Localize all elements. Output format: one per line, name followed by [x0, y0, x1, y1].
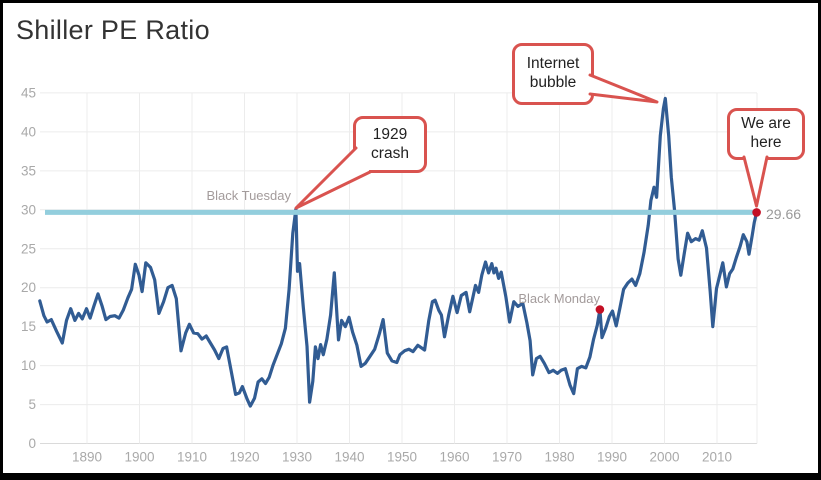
x-tick-label: 1920 [229, 450, 259, 465]
callout-we-are-here-text: We are here [741, 115, 791, 151]
x-tick-label: 1970 [492, 450, 522, 465]
shiller-pe-line-chart: 0 5 10 15 20 25 30 35 40 45 1890 1900 1910 1920 1930 19… [21, 85, 759, 465]
page-title: Shiller PE Ratio [16, 15, 210, 45]
x-tick-label: 1930 [282, 450, 312, 465]
x-tick-label: 1910 [177, 450, 207, 465]
x-tick-label: 2000 [649, 450, 679, 465]
callout-internet-bubble: Internet bubble [512, 43, 594, 105]
black-tuesday-label: Black Tuesday [206, 188, 291, 203]
current-value-label: 29.66 [766, 206, 802, 222]
y-tick-label: 15 [21, 319, 36, 334]
black-monday-dot [595, 305, 605, 314]
y-tick-label: 20 [21, 280, 36, 295]
x-tick-label: 1940 [334, 450, 364, 465]
y-tick-label: 25 [21, 241, 36, 256]
x-tick-label: 1890 [72, 450, 102, 465]
x-tick-label: 1900 [124, 450, 154, 465]
y-tick-label: 40 [21, 124, 36, 139]
y-tick-label: 0 [28, 436, 36, 451]
y-tick-label: 45 [21, 85, 36, 100]
y-tick-label: 5 [28, 397, 36, 412]
callout-1929-crash: 1929 crash [353, 116, 427, 173]
black-monday-label: Black Monday [518, 291, 600, 306]
y-tick-label: 30 [21, 202, 36, 217]
x-tick-label: 1990 [597, 450, 627, 465]
callout-1929-crash-text: 1929 crash [371, 125, 409, 162]
x-tick-label: 1980 [544, 450, 574, 465]
callout-internet-bubble-text: Internet bubble [526, 55, 580, 91]
pe-ratio-line [38, 96, 759, 408]
x-tick-label: 2010 [702, 450, 732, 465]
y-tick-label: 10 [21, 358, 36, 373]
x-tick-label: 1950 [387, 450, 417, 465]
callout-we-are-here: We are here [727, 108, 805, 160]
x-tick-label: 1960 [439, 450, 469, 465]
y-tick-label: 35 [21, 163, 36, 178]
